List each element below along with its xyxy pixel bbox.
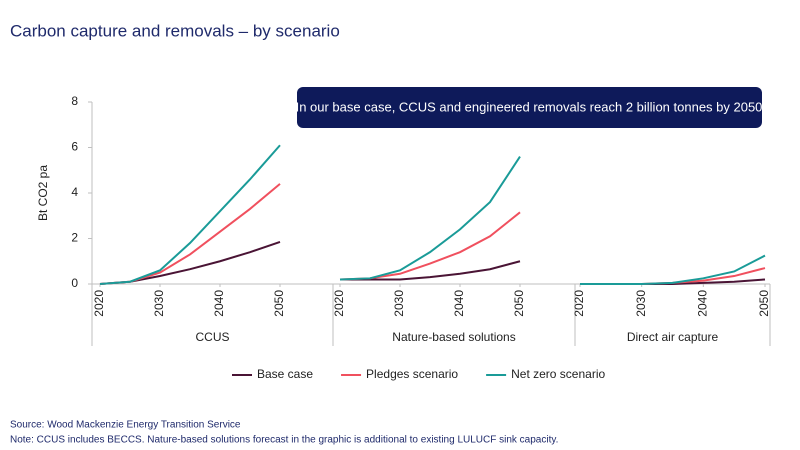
x-tick-label: 2030 — [634, 290, 648, 317]
x-tick-label: 2020 — [332, 290, 346, 317]
x-tick-label: 2030 — [152, 290, 166, 317]
series-line — [99, 144, 281, 285]
legend-label: Pledges scenario — [366, 367, 458, 381]
panel-label: CCUS — [195, 330, 229, 344]
series-line — [99, 240, 281, 285]
x-tick-label: 2040 — [212, 290, 226, 317]
legend-label: Base case — [257, 367, 313, 381]
annotation-box — [297, 87, 762, 128]
note: Note: CCUS includes BECCS. Nature-based … — [10, 435, 558, 446]
x-tick-label: 2020 — [92, 290, 106, 317]
y-tick-label: 8 — [71, 94, 78, 108]
series-line — [339, 156, 521, 281]
series-line — [580, 254, 766, 285]
x-tick-label: 2050 — [512, 290, 526, 317]
legend-label: Net zero scenario — [511, 367, 605, 381]
y-axis-label: Bt CO2 pa — [36, 165, 50, 221]
x-tick-label: 2040 — [696, 290, 710, 317]
annotation: In our base case, CCUS and engineered re… — [296, 99, 763, 114]
source: Source: Wood Mackenzie Energy Transition… — [10, 420, 241, 431]
y-tick-label: 0 — [71, 276, 78, 290]
x-tick-label: 2020 — [572, 290, 586, 317]
panel-label: Direct air capture — [627, 330, 719, 344]
x-tick-label: 2040 — [452, 290, 466, 317]
series-line — [340, 260, 521, 281]
y-tick-label: 2 — [71, 231, 78, 245]
y-tick-label: 4 — [71, 185, 78, 199]
x-tick-label: 2050 — [272, 290, 286, 317]
chart-title: Carbon capture and removals – by scenari… — [10, 21, 340, 40]
panel-label: Nature-based solutions — [392, 330, 515, 344]
x-tick-label: 2030 — [392, 290, 406, 317]
y-tick-label: 6 — [71, 140, 78, 154]
x-tick-label: 2050 — [757, 290, 771, 317]
